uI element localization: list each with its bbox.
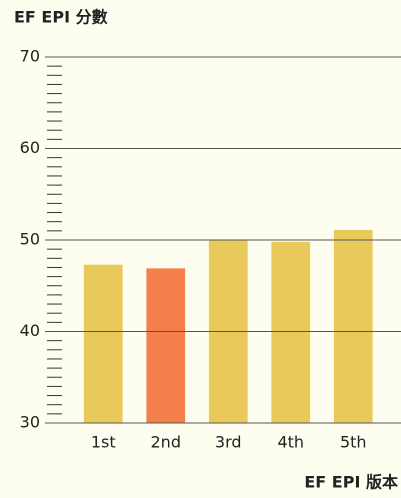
- x-tick-label: 2nd: [151, 433, 181, 452]
- bar: [146, 268, 186, 423]
- x-axis-label: EF EPI 版本: [304, 473, 398, 492]
- y-tick-label: 50: [20, 230, 40, 249]
- x-tick-label: 1st: [91, 433, 116, 452]
- chart-title: EF EPI 分數: [14, 8, 108, 27]
- y-tick-label: 70: [20, 47, 40, 66]
- y-tick-label: 40: [20, 321, 40, 340]
- x-tick-label: 5th: [340, 433, 367, 452]
- x-tick-label: 3rd: [215, 433, 242, 452]
- bar: [83, 264, 123, 423]
- y-tick-label: 60: [20, 138, 40, 157]
- bar: [333, 229, 373, 423]
- y-tick-label: 30: [20, 413, 40, 432]
- x-tick-label: 4th: [277, 433, 304, 452]
- bar: [271, 241, 311, 423]
